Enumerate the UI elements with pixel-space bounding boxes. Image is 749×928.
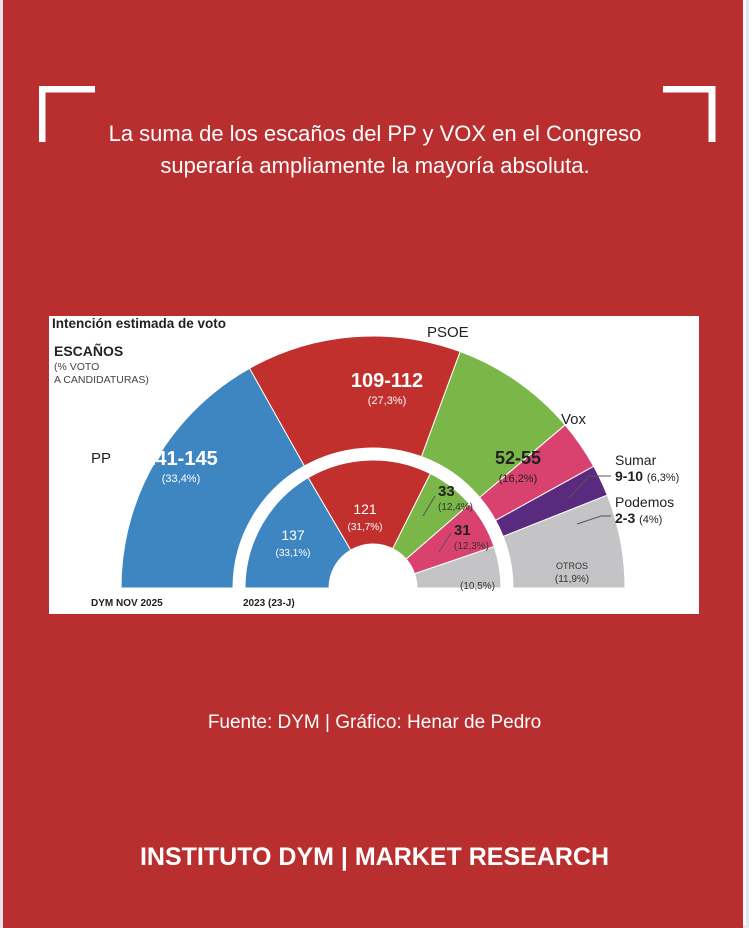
headline-line-2: superaría ampliamente la mayoría absolut… (160, 153, 590, 178)
value-pp-share: (33,4%) (162, 473, 201, 485)
value-pp-seats: 141-145 (144, 448, 217, 470)
value-2023-sumar-share: (12,3%) (454, 541, 489, 552)
ring-2025-slice-pp (120, 367, 306, 589)
label-sumar-seats-value: 9-10 (615, 468, 643, 484)
chart-panel: Intención estimada de voto ESCAÑOS (% VO… (49, 316, 699, 614)
ring-label-dym-nov-2025: DYM NOV 2025 (91, 598, 163, 609)
value-2023-vox-share: (12,4%) (438, 502, 473, 513)
value-2023-pp-seats: 137 (281, 527, 305, 543)
chart-subtitle: ESCAÑOS (54, 342, 123, 359)
ring-2023-slice-otros (413, 545, 502, 589)
label-podemos-share: (4%) (639, 514, 662, 526)
leader-line-podemos (576, 515, 611, 525)
label-sumar-party: Sumar (615, 452, 657, 468)
leader-line-2023-sumar (438, 532, 452, 553)
value-2023-otros-share: (10,5%) (460, 581, 495, 592)
headline: La suma de los escaños del PP y VOX en e… (60, 118, 690, 182)
chart-subtitle-note-2: A CANDIDATURAS) (54, 374, 149, 386)
headline-line-1: La suma de los escaños del PP y VOX en e… (108, 121, 642, 146)
label-podemos-party: Podemos (615, 494, 674, 510)
parliament-chart: Intención estimada de voto ESCAÑOS (% VO… (52, 316, 679, 609)
value-vox-share: (16,2%) (499, 473, 538, 485)
value-2023-psoe-share: (31,7%) (347, 522, 382, 533)
label-sumar-share: (6,3%) (647, 472, 679, 484)
label-podemos-seats: 2-3 (4%) (615, 510, 662, 526)
label-podemos-seats-value: 2-3 (615, 510, 635, 526)
value-2023-vox-seats: 33 (438, 483, 455, 500)
chart-subtitle-note-1: (% VOTO (54, 361, 99, 373)
ring-2023 (244, 459, 502, 589)
chart-source: Fuente: DYM | Gráfico: Henar de Pedro (207, 712, 542, 733)
ring-dym-nov-2025 (120, 335, 626, 589)
chart-title: Intención estimada de voto (52, 316, 226, 331)
leader-line-sumar (568, 475, 611, 499)
value-2023-psoe-seats: 121 (353, 501, 377, 517)
value-psoe-seats: 109-112 (351, 370, 423, 392)
leader-line-2023-vox (422, 495, 436, 517)
label-vox-party: Vox (561, 411, 587, 428)
footer-brand: INSTITUTO DYM | MARKET RESEARCH (139, 843, 610, 871)
corner-bracket-left-icon (39, 86, 95, 142)
label-sumar-seats: 9-10 (6,3%) (615, 468, 679, 484)
value-2023-sumar-seats: 31 (454, 522, 471, 539)
ring-2023-slice-psoe (307, 459, 432, 551)
corner-bracket-right-icon (663, 86, 716, 142)
value-otros-share: (11,9%) (555, 574, 589, 585)
value-otros-party: OTROS (556, 561, 588, 571)
ring-label-2023: 2023 (23-J) (243, 598, 295, 609)
value-vox-seats: 52-55 (495, 448, 541, 468)
value-psoe-share: (27,3%) (368, 395, 407, 407)
label-psoe-party: PSOE (427, 324, 469, 341)
label-pp-party: PP (91, 450, 111, 467)
value-2023-pp-share: (33,1%) (275, 548, 310, 559)
